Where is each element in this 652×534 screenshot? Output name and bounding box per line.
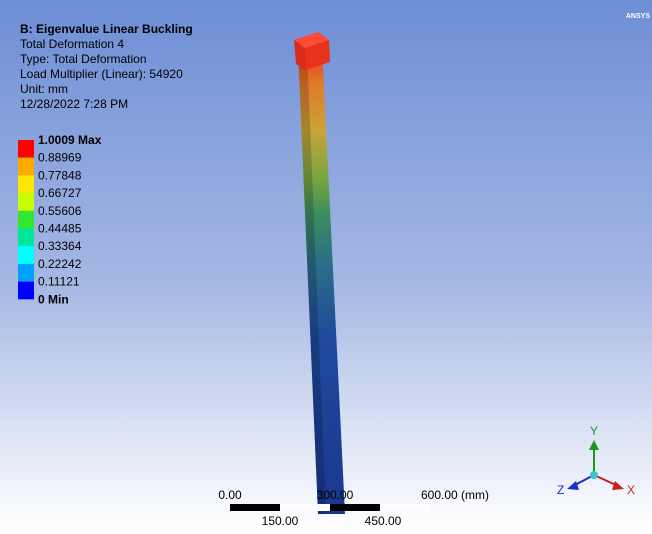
legend-label: 0.44485 xyxy=(38,222,82,236)
header-line: Unit: mm xyxy=(20,82,68,96)
legend-label: 0.88969 xyxy=(38,151,82,165)
header-line: Type: Total Deformation xyxy=(20,52,147,66)
legend-swatch xyxy=(18,282,34,300)
legend-swatch xyxy=(18,175,34,193)
legend-label: 1.0009 Max xyxy=(38,133,102,147)
legend-label: 0.22242 xyxy=(38,257,82,271)
legend-swatch xyxy=(18,211,34,229)
legend-label: 0.66727 xyxy=(38,186,82,200)
legend-swatch xyxy=(18,158,34,176)
viewport: B: Eigenvalue Linear BucklingTotal Defor… xyxy=(0,0,652,529)
scale-segment xyxy=(380,504,430,511)
legend-label: 0 Min xyxy=(38,292,69,306)
legend-swatch xyxy=(18,140,34,158)
legend-label: 0.55606 xyxy=(38,204,82,218)
header-line: 12/28/2022 7:28 PM xyxy=(20,97,128,111)
triad-x-label: X xyxy=(627,483,635,497)
legend-swatch xyxy=(18,229,34,247)
legend-swatch xyxy=(18,246,34,264)
triad-origin xyxy=(590,471,598,479)
legend-label: 0.11121 xyxy=(38,275,80,289)
scale-label: 600.00 (mm) xyxy=(421,488,489,502)
legend-label: 0.77848 xyxy=(38,168,82,182)
scale-label: 150.00 xyxy=(262,514,299,528)
triad-y-label: Y xyxy=(590,424,598,438)
scale-segment xyxy=(280,504,330,511)
scale-label: 300.00 xyxy=(317,488,354,502)
header-line: Load Multiplier (Linear): 54920 xyxy=(20,67,183,81)
logo: ANSYS xyxy=(626,13,650,20)
legend-swatch xyxy=(18,264,34,282)
legend-swatch xyxy=(18,193,34,211)
header-title: B: Eigenvalue Linear Buckling xyxy=(20,22,193,36)
scale-segment xyxy=(330,504,380,511)
triad-z-label: Z xyxy=(557,483,564,497)
scale-label: 450.00 xyxy=(365,514,402,528)
header-line: Total Deformation 4 xyxy=(20,37,124,51)
legend-label: 0.33364 xyxy=(38,239,82,253)
scale-label: 0.00 xyxy=(218,488,242,502)
scale-segment xyxy=(230,504,280,511)
